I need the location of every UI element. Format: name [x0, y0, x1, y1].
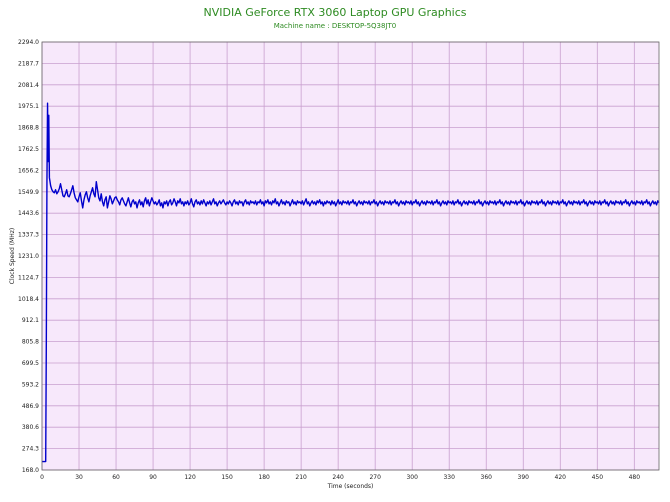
y-tick-label: 912.1 [22, 317, 39, 324]
x-tick-label: 390 [518, 474, 530, 481]
clock-speed-line [42, 102, 660, 463]
x-tick-label: 330 [443, 474, 455, 481]
y-tick-label: 805.8 [22, 339, 39, 346]
y-tick-label: 2081.4 [18, 82, 39, 89]
x-tick-label: 300 [406, 474, 418, 481]
y-tick-label: 1231.0 [18, 253, 39, 260]
x-tick-label: 120 [184, 474, 196, 481]
x-axis-label: Time (seconds) [327, 483, 374, 490]
x-tick-label: 180 [258, 474, 270, 481]
x-tick-label: 30 [75, 474, 83, 481]
x-tick-label: 90 [149, 474, 157, 481]
x-tick-label: 240 [332, 474, 344, 481]
x-tick-label: 60 [112, 474, 120, 481]
x-tick-label: 360 [481, 474, 493, 481]
y-tick-label: 2187.7 [18, 60, 39, 67]
chart-subtitle: Machine name : DESKTOP-5Q38JT0 [273, 22, 397, 30]
x-tick-label: 480 [629, 474, 641, 481]
y-tick-label: 274.3 [22, 446, 39, 453]
y-tick-label: 486.9 [22, 403, 39, 410]
chart-title: NVIDIA GeForce RTX 3060 Laptop GPU Graph… [203, 6, 467, 19]
x-tick-label: 150 [221, 474, 233, 481]
y-tick-label: 1549.9 [18, 189, 39, 196]
y-tick-label: 1018.4 [18, 296, 39, 303]
y-tick-label: 1656.2 [18, 167, 39, 174]
y-tick-label: 1975.1 [18, 103, 39, 110]
y-axis-ticks: 168.0 274.3 380.6 486.9 593.2 699.5 805.8 912.1… [18, 39, 39, 474]
y-tick-label: 2294.0 [18, 39, 39, 46]
x-tick-label: 0 [40, 474, 44, 481]
y-tick-label: 593.2 [22, 381, 39, 388]
y-tick-label: 1124.7 [18, 274, 39, 281]
y-tick-label: 1443.6 [18, 210, 39, 217]
grid-lines [41, 41, 659, 471]
plot-border [41, 41, 660, 471]
y-tick-label: 380.6 [22, 424, 39, 431]
y-tick-label: 1337.3 [18, 232, 39, 239]
x-tick-label: 210 [295, 474, 307, 481]
y-tick-label: 699.5 [22, 360, 39, 367]
x-tick-label: 420 [555, 474, 567, 481]
x-tick-label: 450 [592, 474, 604, 481]
y-tick-label: 168.0 [22, 467, 39, 474]
x-tick-label: 270 [369, 474, 381, 481]
y-tick-label: 1868.8 [18, 125, 39, 132]
y-tick-label: 1762.5 [18, 146, 39, 153]
x-axis-ticks: 0 30 60 90 120 150 180 210 240 270 300 330 360 390 420… [40, 474, 640, 481]
y-axis-label: Clock Speed (MHz) [9, 228, 16, 284]
